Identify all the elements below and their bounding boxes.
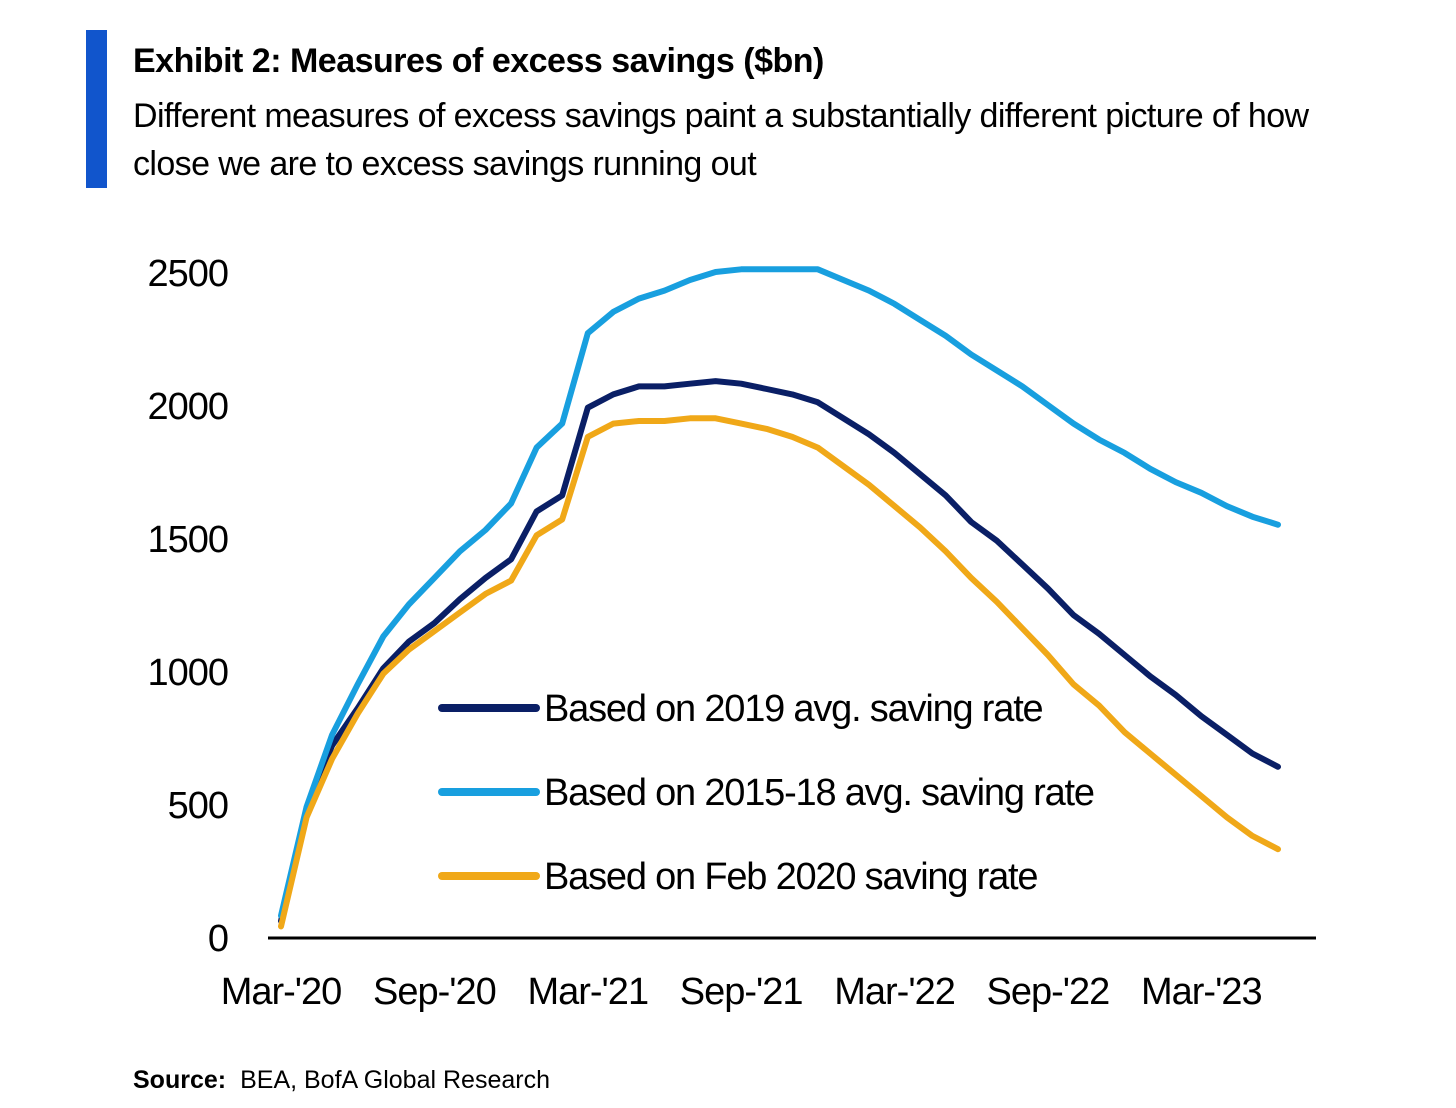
title-accent-bar [86, 30, 107, 188]
source-note: Source: BEA, BofA Global Research [133, 1066, 550, 1095]
x-tick-label: Mar-'20 [221, 971, 342, 1013]
y-tick-label: 2500 [147, 253, 228, 295]
x-tick-label: Mar-'23 [1141, 971, 1262, 1013]
x-axis: Mar-'20 Sep-'20 Mar-'21 Sep-'21 Mar-'22 Sep-'… [221, 971, 1263, 1013]
chart-title: Exhibit 2: Measures of excess savings ($… [133, 42, 824, 80]
x-tick-label: Sep-'21 [680, 971, 803, 1013]
x-tick-label: Mar-'21 [527, 971, 648, 1013]
source-label: Source: [133, 1066, 227, 1094]
series-line-3 [278, 415, 1281, 930]
x-tick-label: Sep-'22 [987, 971, 1110, 1013]
y-tick-label: 0 [208, 918, 228, 960]
source-text: BEA, BofA Global Research [240, 1066, 550, 1094]
series-line-1 [278, 378, 1281, 924]
chart-subtitle: Different measures of excess savings pai… [133, 97, 1309, 183]
x-tick-label: Mar-'22 [834, 971, 955, 1013]
y-axis: 0 500 1000 1500 2000 2500 [147, 253, 229, 960]
y-tick-label: 500 [168, 785, 228, 827]
legend: Based on 2019 avg. saving rate Based on 2… [438, 688, 1095, 898]
y-tick-label: 1000 [147, 652, 228, 694]
x-tick-label: Sep-'20 [373, 971, 496, 1013]
legend-label: Based on 2019 avg. saving rate [544, 688, 1043, 730]
legend-label: Based on Feb 2020 saving rate [544, 856, 1037, 898]
legend-label: Based on 2015-18 avg. saving rate [544, 772, 1094, 814]
y-tick-label: 2000 [147, 386, 228, 428]
y-tick-label: 1500 [147, 519, 228, 561]
series-lines [278, 266, 1281, 930]
series-line-2 [278, 266, 1281, 919]
